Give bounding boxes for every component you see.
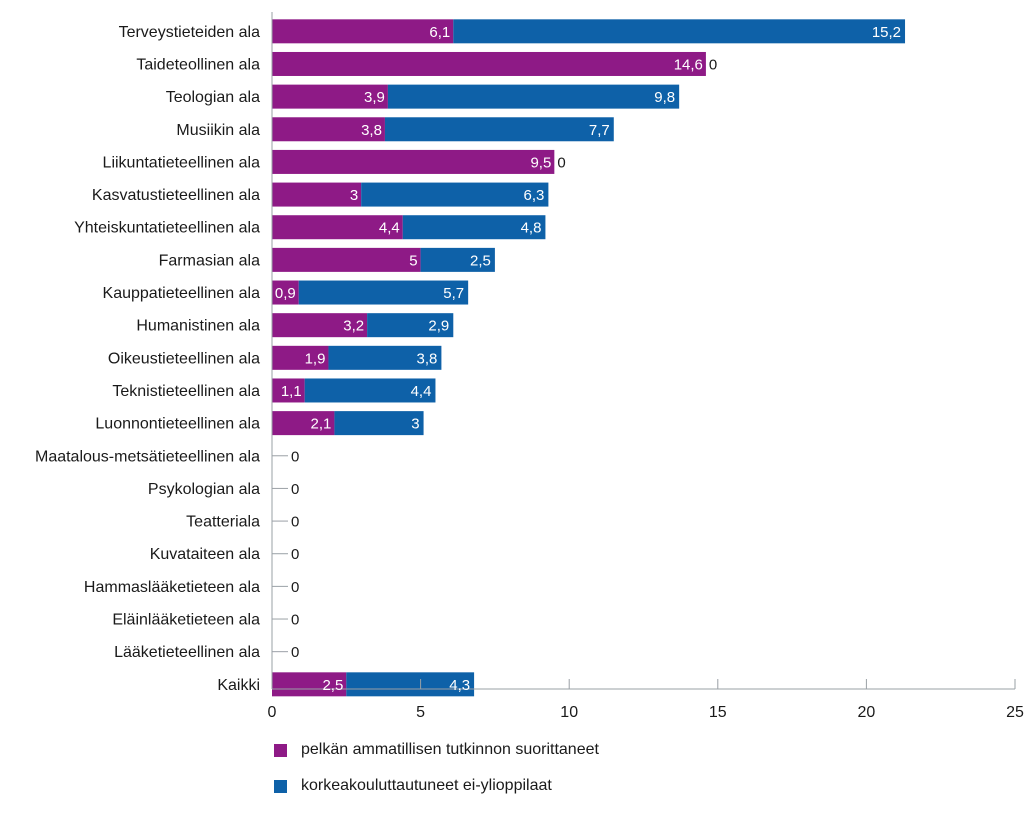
x-tick-label: 20 (858, 704, 876, 721)
bar-series2 (384, 117, 614, 142)
data-label-series1: 2,5 (322, 677, 343, 694)
bar-series2 (453, 19, 906, 44)
bar-series2 (361, 182, 549, 207)
category-label: Terveystieteiden ala (119, 24, 261, 41)
category-label: Taideteollinen ala (136, 56, 260, 73)
category-label: Maatalous-metsätieteellinen ala (35, 448, 260, 465)
data-label-series2: 0 (709, 56, 717, 73)
data-label-series2: 0 (291, 644, 299, 661)
category-label: Teknistieteellinen ala (112, 383, 260, 400)
data-label-series2: 6,3 (524, 187, 545, 204)
x-tick-label: 10 (560, 704, 578, 721)
data-label-series2: 0 (557, 154, 565, 171)
legend-swatch-series2 (274, 779, 287, 793)
data-label-series1: 14,6 (674, 56, 703, 73)
data-label-series2: 4,4 (411, 383, 432, 400)
data-label-series2: 5,7 (443, 285, 464, 302)
category-label: Farmasian ala (159, 252, 260, 269)
legend: pelkän ammatillisen tutkinnon suorittane… (274, 732, 599, 804)
data-label-series1: 1,1 (281, 383, 302, 400)
data-label-series1: 1,9 (305, 350, 326, 367)
data-label-series2: 9,8 (654, 89, 675, 106)
data-label-series1: 0,9 (275, 285, 296, 302)
category-label: Kuvataiteen ala (150, 546, 260, 563)
category-label: Kaikki (217, 677, 260, 694)
bar-series1 (272, 117, 385, 142)
data-label-series2: 0 (291, 579, 299, 596)
bar-series1 (272, 19, 454, 44)
legend-item-series2: korkeakouluttautuneet ei-ylioppilaat (274, 768, 599, 804)
data-label-series2: 0 (291, 612, 299, 629)
category-label: Yhteiskuntatieteellinen ala (74, 220, 260, 237)
bars-group (272, 19, 906, 697)
legend-swatch-series1 (274, 743, 287, 757)
data-label-series2: 3,8 (417, 350, 438, 367)
data-label-series1: 3 (350, 187, 358, 204)
bar-series2 (304, 378, 436, 403)
bar-series1 (272, 84, 388, 109)
data-label-series2: 7,7 (589, 122, 610, 139)
data-label-series1: 3,2 (343, 318, 364, 335)
data-label-series2: 4,3 (449, 677, 470, 694)
bar-series1 (272, 215, 403, 240)
bar-series2 (367, 313, 454, 338)
bar-series1 (272, 345, 329, 370)
category-label: Teatteriala (186, 514, 260, 531)
category-label: Oikeustieteellinen ala (108, 350, 260, 367)
bar-series1 (272, 672, 347, 697)
bar-series1 (272, 313, 368, 338)
category-label: Humanistinen ala (136, 318, 260, 335)
legend-label-series2: korkeakouluttautuneet ei-ylioppilaat (301, 777, 552, 794)
data-label-series2: 0 (291, 481, 299, 498)
category-label: Musiikin ala (176, 122, 260, 139)
bar-series2 (420, 247, 495, 272)
data-label-series2: 3 (411, 416, 419, 433)
axes-group (271, 12, 1016, 690)
legend-item-series1: pelkän ammatillisen tutkinnon suorittane… (274, 732, 599, 768)
x-tick-label: 5 (416, 704, 425, 721)
data-label-series2: 4,8 (521, 220, 542, 237)
bar-series2 (346, 672, 475, 697)
data-label-series1: 3,9 (364, 89, 385, 106)
category-label: Eläinlääketieteen ala (112, 612, 260, 629)
category-label: Luonnontieteellinen ala (95, 416, 260, 433)
data-label-series2: 2,5 (470, 252, 491, 269)
bar-series1 (272, 247, 421, 272)
bar-series2 (402, 215, 546, 240)
category-label: Liikuntatieteellinen ala (103, 154, 261, 171)
data-label-series2: 0 (291, 514, 299, 531)
bar-series2 (387, 84, 680, 109)
bar-series1 (272, 149, 555, 174)
category-label: Psykologian ala (148, 481, 260, 498)
bar-series1 (272, 378, 305, 403)
x-tick-label: 15 (709, 704, 727, 721)
data-label-series1: 4,4 (379, 220, 400, 237)
category-label: Teologian ala (166, 89, 260, 106)
data-label-series2: 0 (291, 448, 299, 465)
category-label: Lääketieteellinen ala (114, 644, 260, 661)
data-label-series1: 3,8 (361, 122, 382, 139)
category-label: Kasvatustieteellinen ala (92, 187, 260, 204)
data-label-series2: 2,9 (428, 318, 449, 335)
data-label-series1: 9,5 (530, 154, 551, 171)
x-tick-label: 0 (268, 704, 277, 721)
data-label-series2: 0 (291, 546, 299, 563)
bar-series1 (272, 51, 706, 76)
bar-series2 (334, 411, 424, 436)
bar-series2 (328, 345, 442, 370)
data-label-series1: 5 (409, 252, 417, 269)
data-label-series1: 2,1 (311, 416, 332, 433)
labels-group: Terveystieteiden ala 6,1 15,2 Taideteolline… (35, 24, 1024, 721)
legend-label-series1: pelkän ammatillisen tutkinnon suorittane… (301, 741, 599, 758)
bar-series1 (272, 182, 362, 207)
data-label-series1: 6,1 (429, 24, 450, 41)
x-tick-label: 25 (1006, 704, 1024, 721)
data-label-series2: 15,2 (872, 24, 901, 41)
bar-series2 (298, 280, 469, 305)
category-label: Hammaslääketieteen ala (84, 579, 260, 596)
category-label: Kauppatieteellinen ala (103, 285, 261, 302)
bar-series1 (272, 411, 335, 436)
bar-series1 (272, 280, 299, 305)
